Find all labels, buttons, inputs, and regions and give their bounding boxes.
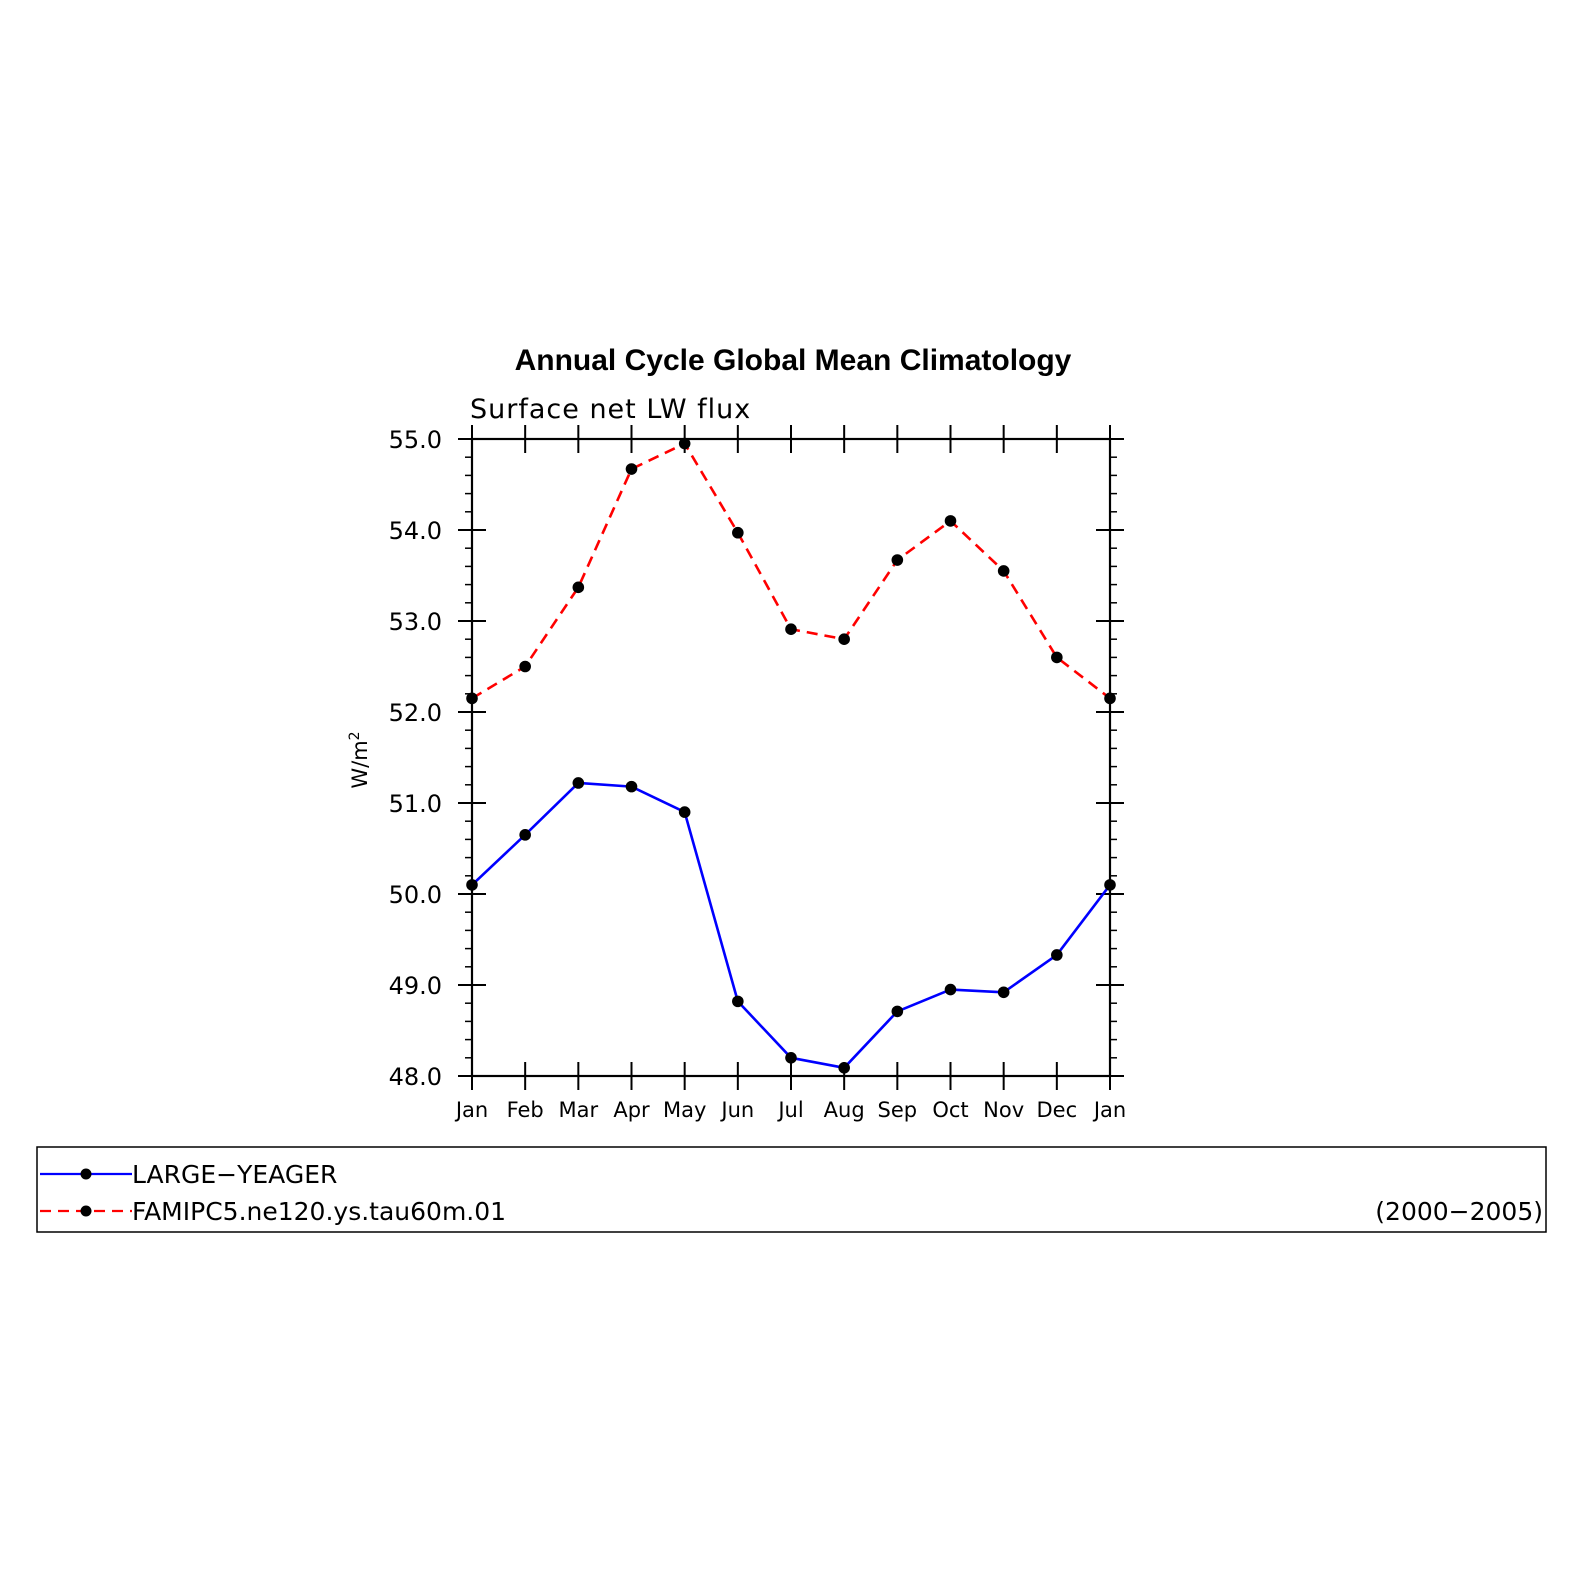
series-0-point	[785, 1052, 797, 1064]
series-0-point	[1051, 949, 1063, 961]
x-tick-label: May	[663, 1098, 706, 1122]
series-1-point	[1104, 692, 1116, 705]
x-tick-label: Nov	[983, 1098, 1024, 1122]
legend-marker-large-yeager	[80, 1168, 92, 1180]
series-1-point	[519, 660, 531, 673]
y-tick-label: 49.0	[389, 972, 442, 1000]
y-tick-label: 52.0	[389, 699, 442, 727]
chart-subtitle: Surface net LW flux	[470, 394, 751, 425]
x-tick-label: Jun	[719, 1098, 754, 1122]
series-1-point	[785, 623, 797, 635]
x-tick-label: Aug	[824, 1098, 865, 1122]
series-0-point	[625, 780, 638, 793]
series-1-point	[732, 526, 744, 539]
y-tick-label: 54.0	[389, 517, 442, 545]
y-tick-label: 48.0	[389, 1063, 442, 1091]
series-0-point	[466, 879, 478, 891]
x-tick-label: Oct	[932, 1098, 968, 1122]
series-1-point	[1051, 651, 1063, 664]
series-0-point	[944, 983, 957, 996]
legend-label-famipc5: FAMIPC5.ne120.ys.tau60m.01	[132, 1197, 506, 1226]
y-tick-label: 53.0	[389, 608, 442, 636]
series-0-point	[838, 1062, 850, 1074]
y-tick-label: 55.0	[389, 426, 442, 454]
x-tick-label: Apr	[613, 1098, 650, 1122]
series-0-point	[1104, 879, 1116, 891]
y-axis-label-unit: W/m	[348, 740, 372, 788]
series-1-point	[572, 581, 585, 594]
series-0-point	[732, 995, 744, 1008]
legend-period-note: (2000−2005)	[1375, 1197, 1543, 1226]
y-tick-label: 51.0	[389, 790, 442, 818]
plot-frame	[470, 437, 1112, 1078]
x-tick-label: Jul	[776, 1098, 803, 1122]
series-0-point	[572, 777, 585, 789]
legend-label-large-yeager: LARGE−YEAGER	[132, 1160, 337, 1189]
y-axis-label: W/m2	[347, 731, 372, 788]
series-line-1	[471, 442, 1111, 700]
x-tick-label: Jan	[454, 1098, 488, 1122]
chart-title: Annual Cycle Global Mean Climatology	[515, 344, 1072, 377]
series-1-point	[625, 463, 638, 475]
series-line-0	[471, 781, 1112, 1070]
y-tick-label: 50.0	[389, 881, 442, 909]
legend-marker-famipc5	[80, 1205, 92, 1217]
series-1-point	[944, 515, 957, 527]
series-1-point	[997, 565, 1010, 577]
series-0-point	[997, 986, 1010, 999]
series-1-point	[678, 437, 691, 450]
x-tick-label: Sep	[878, 1098, 918, 1122]
legend-box	[36, 1146, 1547, 1233]
series-1-point	[891, 554, 904, 566]
x-tick-label: Dec	[1037, 1098, 1078, 1122]
series-1-point	[466, 692, 478, 705]
series-0-point	[891, 1005, 904, 1018]
y-axis-label-exponent: 2	[347, 731, 363, 740]
legend: LARGE−YEAGER FAMIPC5.ne120.ys.tau60m.01 …	[36, 1146, 1547, 1233]
x-tick-label: Jan	[1092, 1098, 1126, 1122]
x-tick-label: Mar	[559, 1098, 599, 1122]
series-0-point	[678, 806, 691, 818]
series-1-point	[838, 633, 850, 645]
x-tick-label: Feb	[507, 1098, 544, 1122]
series-layer	[466, 437, 1116, 1074]
series-0-point	[519, 829, 531, 841]
plot-axes: Jan Feb Mar Apr May Jun Jul Aug Sep Oct Nov Dec Jan 4…	[389, 425, 1126, 1122]
